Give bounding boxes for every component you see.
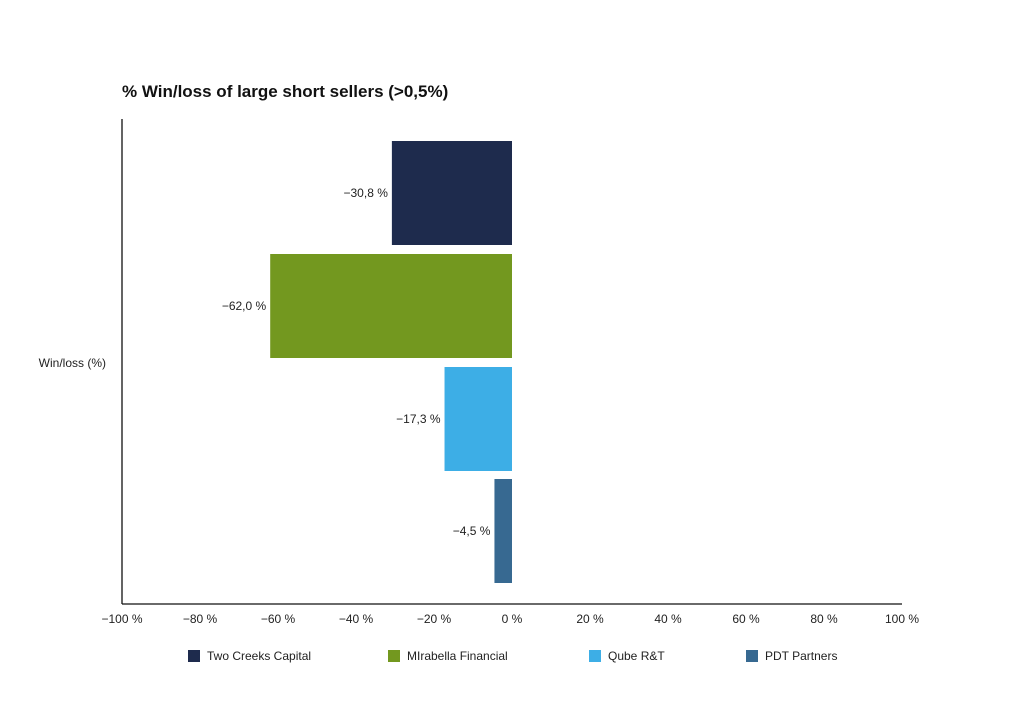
x-tick-label: −100 % [101,612,142,626]
x-tick-label: 20 % [576,612,604,626]
bar-value-label: −30,8 % [344,186,389,200]
value-labels-layer: −30,8 % −62,0 % −17,3 % −4,5 % [222,186,491,538]
bar-mirabella-financial [270,254,512,358]
legend-label: MIrabella Financial [407,649,508,663]
bar-pdt-partners [494,479,512,583]
legend-swatch [746,650,758,662]
legend-label: PDT Partners [765,649,837,663]
x-tick-label: −40 % [339,612,374,626]
x-tick-label: 0 % [502,612,523,626]
bar-two-creeks-capital [391,141,512,245]
legend-swatch [188,650,200,662]
legend-label: Qube R&T [608,649,665,663]
x-tick-label: 60 % [732,612,760,626]
x-tick-label: −20 % [417,612,452,626]
x-tick-label: −60 % [261,612,296,626]
legend-item: Qube R&T [589,649,665,663]
bar-value-label: −4,5 % [453,524,491,538]
legend-item: PDT Partners [746,649,837,663]
legend-item: MIrabella Financial [388,649,508,663]
x-tick-label: −80 % [183,612,218,626]
bar-value-label: −17,3 % [396,412,441,426]
bar-qube-r-t [444,367,512,471]
bars-layer [270,141,512,583]
x-tick-label: 40 % [654,612,682,626]
legend-label: Two Creeks Capital [207,649,311,663]
x-tick-label: 100 % [885,612,919,626]
x-tick-label: 80 % [810,612,838,626]
legend: Two Creeks Capital MIrabella Financial Qub… [188,649,837,663]
legend-swatch [388,650,400,662]
legend-item: Two Creeks Capital [188,649,311,663]
legend-swatch [589,650,601,662]
y-axis-label: Win/loss (%) [39,356,106,370]
bar-value-label: −62,0 % [222,299,267,313]
chart-title: % Win/loss of large short sellers (>0,5%… [122,82,448,101]
x-tick-labels: −100 % −80 % −60 % −40 % −20 % 0 % 20 % 40 % 60 … [101,612,919,626]
